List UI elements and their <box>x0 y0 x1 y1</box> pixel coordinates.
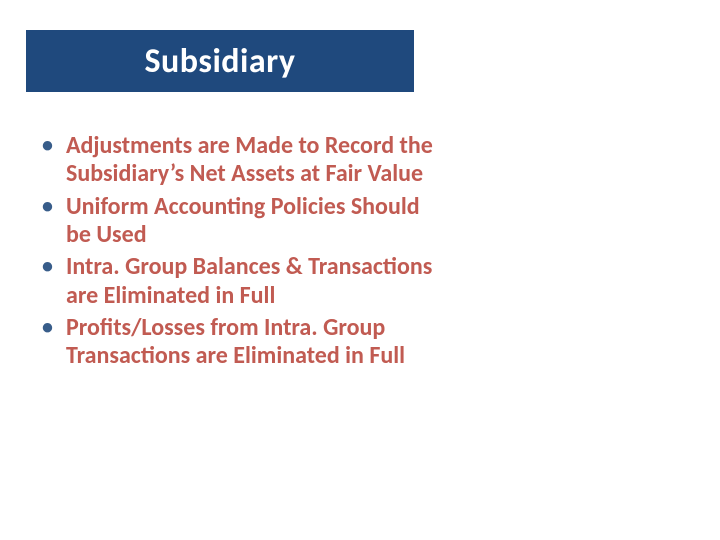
bullet-item: Adjustments are Made to Record the Subsi… <box>36 132 436 189</box>
slide-title: Subsidiary <box>144 41 295 82</box>
title-box: Subsidiary <box>26 30 414 92</box>
bullet-item: Intra. Group Balances & Transactions are… <box>36 253 436 310</box>
bullet-item: Uniform Accounting Policies Should be Us… <box>36 193 436 250</box>
body-area: Adjustments are Made to Record the Subsi… <box>36 132 436 375</box>
bullet-list: Adjustments are Made to Record the Subsi… <box>36 132 436 371</box>
bullet-item: Profits/Losses from Intra. Group Transac… <box>36 314 436 371</box>
